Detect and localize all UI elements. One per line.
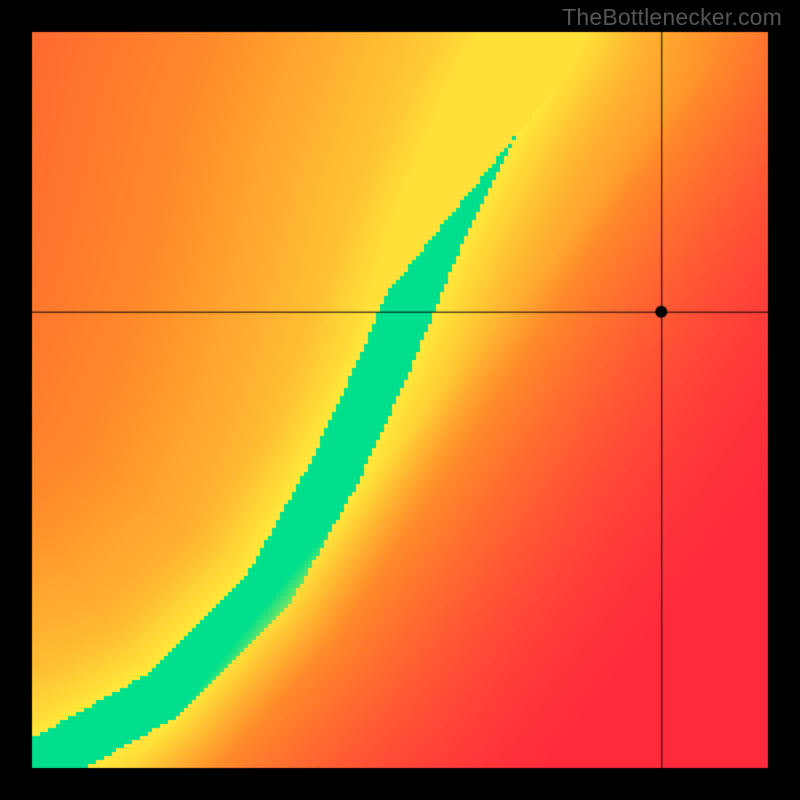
- watermark-text: TheBottlenecker.com: [562, 4, 782, 31]
- bottleneck-heatmap: [0, 0, 800, 800]
- chart-container: TheBottlenecker.com: [0, 0, 800, 800]
